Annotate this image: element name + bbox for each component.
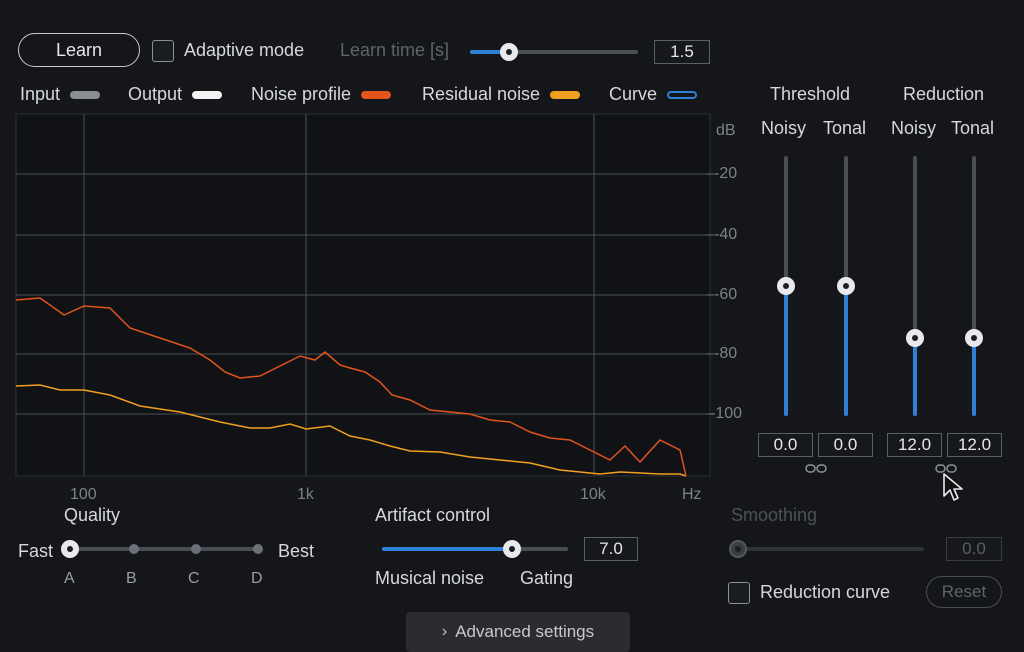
threshold-noisy-value[interactable]: 0.0 xyxy=(758,433,813,457)
legend-residual-noise-label: Residual noise xyxy=(422,84,541,104)
legend-input-label: Input xyxy=(20,84,61,104)
threshold-title: Threshold xyxy=(770,84,851,104)
x-tick-1k: 1k xyxy=(297,486,314,503)
threshold-tonal-slider[interactable] xyxy=(837,156,855,416)
reduction-tonal-label: Tonal xyxy=(951,118,995,138)
x-unit-hz: Hz xyxy=(682,486,702,503)
smoothing-value[interactable]: 0.0 xyxy=(946,537,1002,561)
y-tick-60: -60 xyxy=(714,286,738,303)
legend-output-label: Output xyxy=(128,84,183,104)
quality-best-label: Best xyxy=(278,541,315,561)
quality-fast-label: Fast xyxy=(18,541,54,561)
legend-curve[interactable]: Curve xyxy=(609,84,698,105)
legend-noise-profile-swatch xyxy=(361,90,392,99)
legend-output-swatch xyxy=(192,90,223,99)
x-tick-10k: 10k xyxy=(580,486,606,503)
threshold-tonal-value[interactable]: 0.0 xyxy=(818,433,873,457)
threshold-tonal-label: Tonal xyxy=(823,118,867,138)
reduction-noisy-value[interactable]: 12.0 xyxy=(887,433,942,457)
reduction-title: Reduction xyxy=(903,84,985,104)
reduction-noisy-slider[interactable] xyxy=(906,156,924,416)
learn-button[interactable]: Learn xyxy=(18,33,140,67)
adaptive-mode-checkbox[interactable] xyxy=(152,40,174,62)
reduction-curve-checkbox[interactable] xyxy=(728,582,750,604)
smoothing-title: Smoothing xyxy=(731,505,818,525)
spectrum-display[interactable] xyxy=(0,110,740,510)
reduction-tonal-knob[interactable] xyxy=(965,329,983,347)
reduction-curve-label: Reduction curve xyxy=(760,582,891,602)
legend-input-swatch xyxy=(70,90,101,99)
legend-input[interactable]: Input xyxy=(20,84,101,105)
reduction-link-icon[interactable] xyxy=(935,462,957,476)
quality-option-a[interactable]: A xyxy=(64,570,75,587)
artifact-control-knob[interactable] xyxy=(503,540,521,558)
legend-curve-label: Curve xyxy=(609,84,658,104)
threshold-noisy-slider[interactable] xyxy=(777,156,795,416)
mouse-cursor-icon xyxy=(943,473,963,501)
quality-option-b[interactable]: B xyxy=(126,570,137,587)
quality-step-d[interactable] xyxy=(253,544,263,554)
quality-step-b[interactable] xyxy=(129,544,139,554)
advanced-settings-button[interactable]: › Advanced settings xyxy=(406,612,630,652)
learn-time-label: Learn time [s] xyxy=(340,40,450,60)
legend-output[interactable]: Output xyxy=(128,84,223,105)
threshold-link-icon[interactable] xyxy=(805,462,827,476)
quality-option-d[interactable]: D xyxy=(251,570,263,587)
learn-time-value[interactable]: 1.5 xyxy=(654,40,710,64)
musical-noise-label: Musical noise xyxy=(375,568,485,588)
threshold-tonal-knob[interactable] xyxy=(837,277,855,295)
artifact-control-value[interactable]: 7.0 xyxy=(584,537,638,561)
legend-residual-noise[interactable]: Residual noise xyxy=(422,84,581,105)
quality-step-c[interactable] xyxy=(191,544,201,554)
artifact-control-title: Artifact control xyxy=(375,505,491,525)
legend-residual-noise-swatch xyxy=(550,90,581,99)
quality-title: Quality xyxy=(64,505,121,525)
legend-curve-swatch xyxy=(667,90,698,99)
quality-slider-knob[interactable] xyxy=(61,540,79,558)
reset-button[interactable]: Reset xyxy=(926,576,1002,608)
reduction-tonal-value[interactable]: 12.0 xyxy=(947,433,1002,457)
reduction-noisy-label: Noisy xyxy=(891,118,937,138)
noise-profile-trace xyxy=(15,297,687,477)
x-tick-100: 100 xyxy=(70,486,97,503)
y-tick-40: -40 xyxy=(714,226,738,243)
legend-noise-profile-label: Noise profile xyxy=(251,84,352,104)
y-tick-20: -20 xyxy=(714,165,738,182)
smoothing-slider-knob[interactable] xyxy=(729,540,747,558)
learn-time-slider-knob[interactable] xyxy=(500,43,518,61)
advanced-settings-label: Advanced settings xyxy=(455,622,595,641)
adaptive-mode-label: Adaptive mode xyxy=(184,40,305,60)
y-tick-80: -80 xyxy=(714,345,738,362)
residual-noise-trace xyxy=(15,384,687,477)
y-tick-100: -100 xyxy=(710,405,743,422)
reduction-noisy-knob[interactable] xyxy=(906,329,924,347)
spectrum-y-unit: dB xyxy=(716,122,736,139)
reduction-tonal-slider[interactable] xyxy=(965,156,983,416)
legend-noise-profile[interactable]: Noise profile xyxy=(251,84,392,105)
quality-option-c[interactable]: C xyxy=(188,570,200,587)
gating-label: Gating xyxy=(520,568,574,588)
threshold-noisy-label: Noisy xyxy=(761,118,807,138)
threshold-noisy-knob[interactable] xyxy=(777,277,795,295)
chevron-right-icon: › xyxy=(441,623,448,640)
